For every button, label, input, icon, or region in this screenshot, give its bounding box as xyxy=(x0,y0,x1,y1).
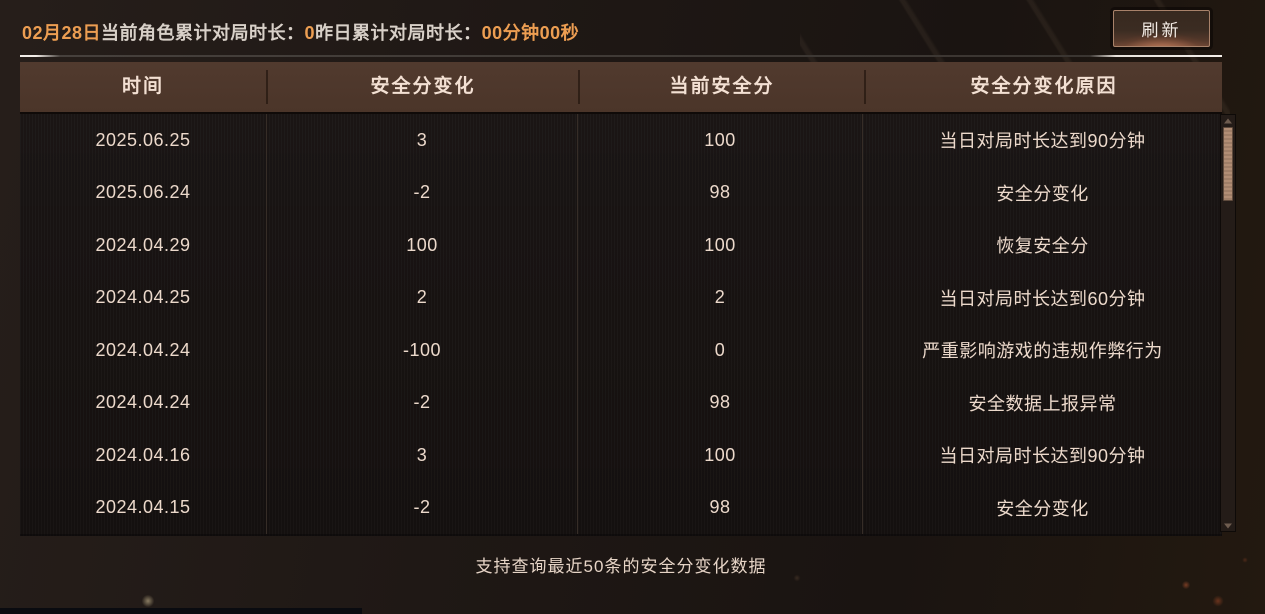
cell-reason: 严重影响游戏的违规作弊行为 xyxy=(922,341,1163,362)
security-score-table: 时间 安全分变化 当前安全分 安全分变化原因 2025.06.25 3 100 … xyxy=(20,62,1236,536)
col-header-change: 安全分变化 xyxy=(268,70,580,104)
today-playtime-label: 当前角色累计对局时长： xyxy=(101,23,305,43)
col-header-score: 当前安全分 xyxy=(580,70,866,104)
cell-time: 2024.04.29 xyxy=(20,219,267,272)
cell-score: 98 xyxy=(578,376,863,429)
yesterday-playtime-value: 00分钟00秒 xyxy=(481,23,580,43)
table-row: 2024.04.24 -100 0 严重影响游戏的违规作弊行为 xyxy=(20,324,1222,377)
current-date: 02月28日 xyxy=(22,23,102,43)
table-body: 2025.06.25 3 100 当日对局时长达到90分钟 2025.06.24… xyxy=(20,114,1222,536)
table-row: 2024.04.15 -2 98 安全分变化 xyxy=(20,481,1222,534)
vertical-scrollbar[interactable] xyxy=(1220,114,1236,532)
cell-time: 2024.04.25 xyxy=(20,271,267,324)
cell-score: 2 xyxy=(578,271,863,324)
scroll-up-icon xyxy=(1224,118,1232,123)
cell-score: 100 xyxy=(578,114,863,167)
cell-time: 2024.04.24 xyxy=(20,376,267,429)
cell-change: 100 xyxy=(267,219,578,272)
cell-reason: 当日对局时长达到60分钟 xyxy=(939,288,1146,309)
cell-change: -2 xyxy=(267,166,578,219)
cell-change: 2 xyxy=(267,271,578,324)
scrollbar-thumb[interactable] xyxy=(1223,127,1233,201)
cell-score: 98 xyxy=(578,481,863,534)
refresh-button[interactable]: 刷新 xyxy=(1113,10,1210,47)
playtime-summary: 02月28日当前角色累计对局时长：0昨日累计对局时长：00分钟00秒 xyxy=(22,19,579,45)
cell-score: 100 xyxy=(578,219,863,272)
cell-time: 2025.06.24 xyxy=(20,166,267,219)
table-header-row: 时间 安全分变化 当前安全分 安全分变化原因 xyxy=(20,62,1222,114)
cell-time: 2024.04.24 xyxy=(20,324,267,377)
bottom-edge-decor xyxy=(0,608,362,614)
table-row: 2024.04.25 2 2 当日对局时长达到60分钟 xyxy=(20,271,1222,324)
table-row: 2025.06.25 3 100 当日对局时长达到90分钟 xyxy=(20,114,1222,167)
cell-reason: 恢复安全分 xyxy=(996,236,1089,257)
cell-score: 100 xyxy=(578,429,863,482)
cell-change: 3 xyxy=(267,114,578,167)
scroll-up-button[interactable] xyxy=(1221,115,1235,126)
cell-time: 2025.06.25 xyxy=(20,114,267,167)
cell-time: 2024.04.16 xyxy=(20,429,267,482)
cell-change: -100 xyxy=(267,324,578,377)
cell-score: 98 xyxy=(578,166,863,219)
table-row: 2024.04.29 100 100 恢复安全分 xyxy=(20,219,1222,272)
col-header-time: 时间 xyxy=(20,70,268,104)
table-row: 2024.04.16 3 100 当日对局时长达到90分钟 xyxy=(20,429,1222,482)
cell-score: 0 xyxy=(578,324,863,377)
cell-reason: 当日对局时长达到90分钟 xyxy=(939,446,1146,467)
cell-reason: 当日对局时长达到90分钟 xyxy=(939,131,1146,152)
query-limit-note: 支持查询最近50条的安全分变化数据 xyxy=(475,557,767,576)
cell-change: 3 xyxy=(267,429,578,482)
yesterday-playtime-label: 昨日累计对局时长： xyxy=(315,23,482,43)
table-row: 2025.06.24 -2 98 安全分变化 xyxy=(20,166,1222,219)
scroll-down-icon xyxy=(1224,523,1232,528)
scroll-down-button[interactable] xyxy=(1221,520,1235,531)
topbar-divider xyxy=(20,55,1222,57)
today-playtime-value: 0 xyxy=(304,23,316,43)
cell-reason: 安全分变化 xyxy=(996,498,1089,519)
col-header-reason: 安全分变化原因 xyxy=(970,76,1118,97)
table-row: 2024.04.24 -2 98 安全数据上报异常 xyxy=(20,376,1222,429)
top-bar: 02月28日当前角色累计对局时长：0昨日累计对局时长：00分钟00秒 刷新 xyxy=(0,0,1265,55)
cell-change: -2 xyxy=(267,481,578,534)
cell-change: -2 xyxy=(267,376,578,429)
cell-reason: 安全分变化 xyxy=(996,183,1089,204)
cell-time: 2024.04.15 xyxy=(20,481,267,534)
cell-reason: 安全数据上报异常 xyxy=(968,393,1117,414)
